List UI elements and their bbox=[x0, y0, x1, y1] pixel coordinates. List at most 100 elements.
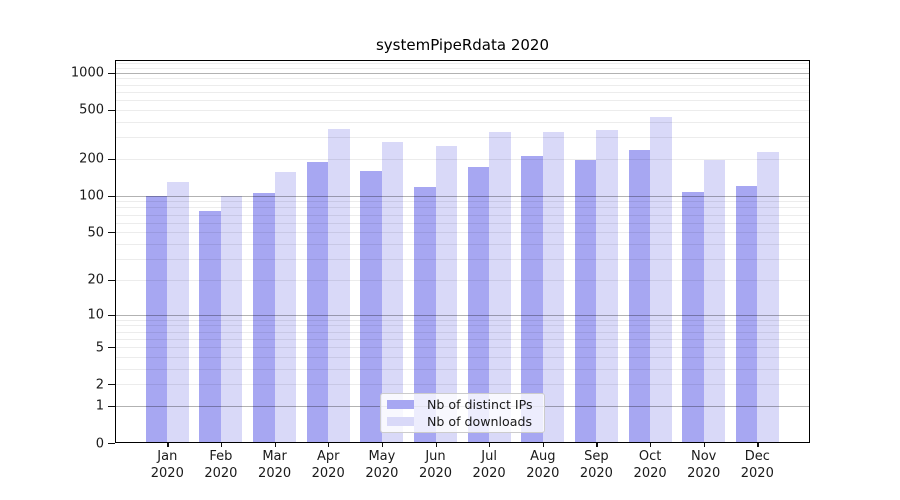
x-tick bbox=[381, 443, 384, 447]
gridline bbox=[115, 62, 810, 64]
x-tick bbox=[220, 443, 223, 447]
gridline bbox=[115, 109, 810, 111]
legend: Nb of distinct IPs Nb of downloads bbox=[380, 393, 545, 433]
gridline bbox=[115, 158, 810, 160]
y-tick-label: 20 bbox=[87, 272, 104, 288]
bar-distinct-ips-mar bbox=[253, 193, 275, 443]
bar-downloads-dec bbox=[757, 152, 779, 443]
gridline bbox=[115, 384, 810, 386]
x-tick-label: Jan 2020 bbox=[150, 449, 184, 481]
gridline bbox=[115, 258, 810, 260]
gridline bbox=[115, 78, 810, 80]
bar-downloads-jul bbox=[489, 131, 511, 443]
gridline bbox=[115, 91, 810, 93]
x-tick bbox=[489, 443, 491, 447]
x-tick-label: Sep 2020 bbox=[579, 449, 613, 481]
bar-downloads-sep bbox=[596, 130, 618, 443]
x-tick bbox=[328, 443, 330, 447]
gridline bbox=[115, 195, 810, 197]
bar-downloads-may bbox=[381, 142, 404, 443]
bar-downloads-oct bbox=[650, 116, 672, 443]
y-tick-label: 2 bbox=[95, 377, 104, 393]
bar-downloads-jun bbox=[435, 145, 457, 443]
gridline bbox=[115, 137, 810, 139]
x-tick bbox=[757, 443, 759, 447]
x-tick bbox=[596, 443, 598, 447]
bar-distinct-ips-feb bbox=[199, 210, 221, 443]
x-tick-label: Oct 2020 bbox=[633, 449, 667, 481]
gridline bbox=[115, 84, 810, 86]
gridline bbox=[115, 201, 810, 203]
bars-layer bbox=[115, 60, 810, 443]
gridline bbox=[115, 331, 810, 333]
legend-label-downloads: Nb of downloads bbox=[427, 414, 533, 429]
bar-distinct-ips-jul bbox=[467, 167, 490, 443]
gridline bbox=[115, 100, 810, 101]
gridline bbox=[115, 72, 810, 74]
gridline bbox=[115, 319, 810, 321]
bar-distinct-ips-oct bbox=[628, 150, 651, 443]
x-tick bbox=[650, 443, 652, 447]
y-tick bbox=[108, 405, 115, 408]
gridline bbox=[115, 214, 810, 216]
y-tick bbox=[108, 347, 115, 349]
gridline bbox=[115, 121, 810, 123]
x-tick bbox=[167, 443, 169, 447]
y-tick-label: 1 bbox=[95, 398, 104, 414]
y-tick bbox=[108, 232, 115, 234]
gridline bbox=[115, 314, 810, 316]
bar-downloads-apr bbox=[328, 128, 350, 443]
x-tick bbox=[435, 443, 437, 447]
y-tick-label: 10 bbox=[87, 307, 104, 323]
grid-layer bbox=[115, 60, 810, 443]
legend-item-distinct-ips: Nb of distinct IPs bbox=[387, 397, 536, 412]
bar-distinct-ips-sep bbox=[574, 160, 597, 443]
bar-distinct-ips-may bbox=[360, 171, 382, 443]
bar-distinct-ips-nov bbox=[682, 191, 704, 443]
legend-label-distinct-ips: Nb of distinct IPs bbox=[427, 397, 533, 412]
x-tick-label: Mar 2020 bbox=[258, 449, 292, 481]
x-tick bbox=[274, 443, 276, 447]
bar-distinct-ips-apr bbox=[306, 161, 329, 443]
y-tick bbox=[108, 72, 115, 74]
y-tick-label: 5 bbox=[95, 340, 104, 356]
x-tick-label: Feb 2020 bbox=[204, 449, 238, 481]
y-tick bbox=[108, 109, 115, 112]
gridline bbox=[115, 338, 810, 340]
legend-item-downloads: Nb of downloads bbox=[387, 414, 536, 429]
bar-distinct-ips-jan bbox=[145, 195, 168, 443]
legend-swatch-downloads bbox=[387, 416, 414, 427]
x-tick-label: Jul 2020 bbox=[472, 449, 506, 481]
y-tick bbox=[108, 195, 115, 197]
x-tick-label: Apr 2020 bbox=[311, 449, 345, 481]
bar-distinct-ips-dec bbox=[735, 185, 758, 443]
bar-downloads-mar bbox=[274, 172, 297, 443]
gridline bbox=[115, 279, 810, 281]
gridline bbox=[115, 67, 810, 69]
bar-distinct-ips-aug bbox=[521, 156, 543, 443]
y-tick-label: 1000 bbox=[70, 65, 104, 81]
y-tick-label: 0 bbox=[95, 436, 104, 452]
y-tick bbox=[108, 384, 115, 386]
y-tick-label: 500 bbox=[79, 102, 104, 118]
gridline bbox=[115, 222, 810, 224]
gridline bbox=[115, 368, 810, 370]
x-tick-label: Nov 2020 bbox=[687, 449, 721, 481]
y-tick bbox=[108, 443, 115, 445]
x-tick bbox=[703, 443, 705, 447]
y-tick-label: 200 bbox=[79, 151, 104, 167]
y-tick bbox=[108, 158, 115, 160]
bar-distinct-ips-jun bbox=[414, 186, 436, 443]
gridline bbox=[115, 232, 810, 234]
y-tick bbox=[108, 314, 115, 316]
bar-downloads-aug bbox=[542, 132, 565, 443]
bar-downloads-nov bbox=[703, 159, 726, 443]
gridline bbox=[115, 207, 810, 209]
y-tick bbox=[108, 279, 115, 282]
bar-downloads-jan bbox=[167, 181, 189, 443]
bar-downloads-feb bbox=[220, 195, 243, 443]
y-tick-label: 100 bbox=[79, 188, 104, 204]
x-tick-label: Aug 2020 bbox=[526, 449, 560, 481]
gridline bbox=[115, 243, 810, 245]
